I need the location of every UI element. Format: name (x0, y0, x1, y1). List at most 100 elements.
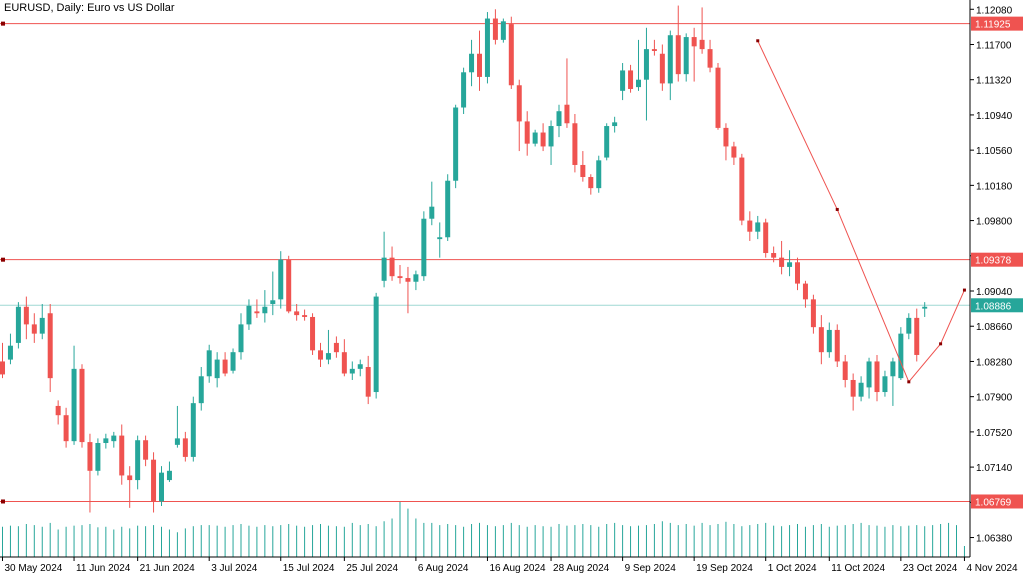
candle-body-bear (143, 440, 149, 460)
candle-body-bear (699, 39, 705, 50)
time-tick-label: 11 Oct 2024 (831, 563, 885, 574)
level-anchor-point (1, 257, 5, 262)
candle-body-bull (198, 376, 204, 404)
candles (0, 5, 928, 513)
candle-body-bull (174, 438, 180, 445)
candle-body-bear (365, 367, 371, 397)
candle-body-bull (262, 306, 268, 314)
candle-body-bear (119, 435, 125, 476)
candle-body-bull (882, 376, 888, 393)
candle-body-bull (826, 329, 832, 353)
candle-body-bear (87, 442, 93, 471)
trend-line (756, 39, 966, 384)
candle-body-bear (771, 253, 777, 258)
time-tick-label: 23 Oct 2024 (903, 563, 958, 574)
trend-point (756, 39, 760, 43)
candle-body-bear (55, 405, 61, 416)
current-price-label: 1.08886 (975, 301, 1012, 312)
candle-body-bull (421, 218, 427, 277)
candle-body-bull (683, 37, 689, 75)
time-tick-label: 15 Jul 2024 (283, 563, 335, 574)
candle-body-bear (675, 35, 681, 75)
candle-body-bull (445, 180, 451, 238)
candle-body-bull (858, 382, 864, 397)
time-tick-label: 21 Jun 2024 (140, 563, 195, 574)
candle-body-bear (651, 49, 657, 51)
candle-body-bull (556, 111, 562, 127)
candle-body-bear (723, 127, 729, 147)
price-tick-label: 1.09800 (976, 217, 1013, 228)
candle-body-bear (294, 311, 300, 316)
candle-body-bull (667, 35, 673, 84)
candle-body-bull (7, 345, 13, 360)
price-tick-label: 1.07140 (976, 463, 1013, 474)
price-tick-label: 1.12080 (976, 5, 1013, 16)
candle-body-bull (604, 126, 610, 158)
horizontal-levels (0, 21, 970, 504)
candle-body-bear (842, 361, 848, 380)
candle-body-bull (890, 361, 896, 377)
candle-body-bull (866, 361, 872, 388)
candle-body-bear (628, 70, 634, 89)
candle-body-bull (381, 257, 387, 281)
volume-bars (2, 502, 965, 557)
trend-point (907, 380, 911, 384)
candle-body-bear (914, 317, 920, 355)
candle-body-bear (127, 475, 133, 481)
time-tick-label: 3 Jul 2024 (211, 563, 258, 574)
candle-body-bear (691, 37, 697, 47)
candle-body-bear (31, 324, 37, 334)
candle-body-bear (540, 132, 546, 147)
candle-body-bear (524, 121, 530, 144)
candle-body-bull (349, 368, 355, 374)
candle-body-bull (755, 222, 761, 232)
candle-body-bull (620, 70, 626, 91)
time-tick-label: 4 Nov 2024 (966, 563, 1018, 574)
candle-body-bull (500, 21, 506, 40)
current-price-label-bg (971, 298, 1023, 313)
price-tick-label: 1.08660 (976, 322, 1013, 333)
candle-body-bull (71, 368, 77, 442)
candle-body-bear (151, 459, 157, 502)
candle-body-bear (222, 359, 228, 374)
level-anchor-point (1, 21, 5, 26)
candle-body-bull (906, 317, 912, 334)
time-tick-label: 9 Sep 2024 (625, 563, 677, 574)
candle-body-bear (763, 222, 769, 254)
candle-body-bear (747, 220, 753, 232)
candle-body-bear (659, 53, 665, 84)
candle-body-bear (516, 85, 522, 122)
candle-body-bear (588, 177, 594, 189)
candle-body-bear (333, 342, 339, 353)
candle-body-bull (135, 440, 141, 481)
candle-body-bull (787, 262, 793, 267)
candle-body-bear (182, 438, 188, 457)
time-tick-label: 1 Oct 2024 (768, 563, 817, 574)
candle-body-bull (612, 122, 618, 127)
level-price-label: 1.09378 (975, 256, 1012, 267)
candle-body-bull (461, 72, 467, 108)
time-tick-label: 6 Aug 2024 (418, 563, 469, 574)
candle-body-bull (230, 352, 236, 371)
level-price-label: 1.06769 (975, 497, 1012, 508)
candle-body-bull (270, 300, 276, 304)
time-axis: 30 May 2024 11 Jun 2024 21 Jun 2024 3 Jul 2… (0, 556, 1018, 574)
price-tick-label: 1.07900 (976, 393, 1013, 404)
candle-body-bear (850, 379, 856, 397)
price-tick-label: 1.10180 (976, 181, 1013, 192)
candle-body-bear (795, 262, 800, 284)
candle-body-bull (532, 132, 538, 144)
candle-body-bull (898, 333, 904, 379)
candle-body-bear (779, 257, 785, 267)
candle-body-bull (429, 206, 435, 219)
candle-body-bear (318, 350, 323, 360)
candle-body-bear (0, 361, 5, 375)
candle-body-bear (818, 327, 824, 353)
candle-body-bull (325, 353, 331, 360)
price-tick-label: 1.11320 (976, 76, 1012, 87)
candle-body-bull (437, 237, 443, 240)
price-tick-label: 1.10940 (976, 111, 1013, 122)
candle-body-bull (15, 306, 21, 343)
